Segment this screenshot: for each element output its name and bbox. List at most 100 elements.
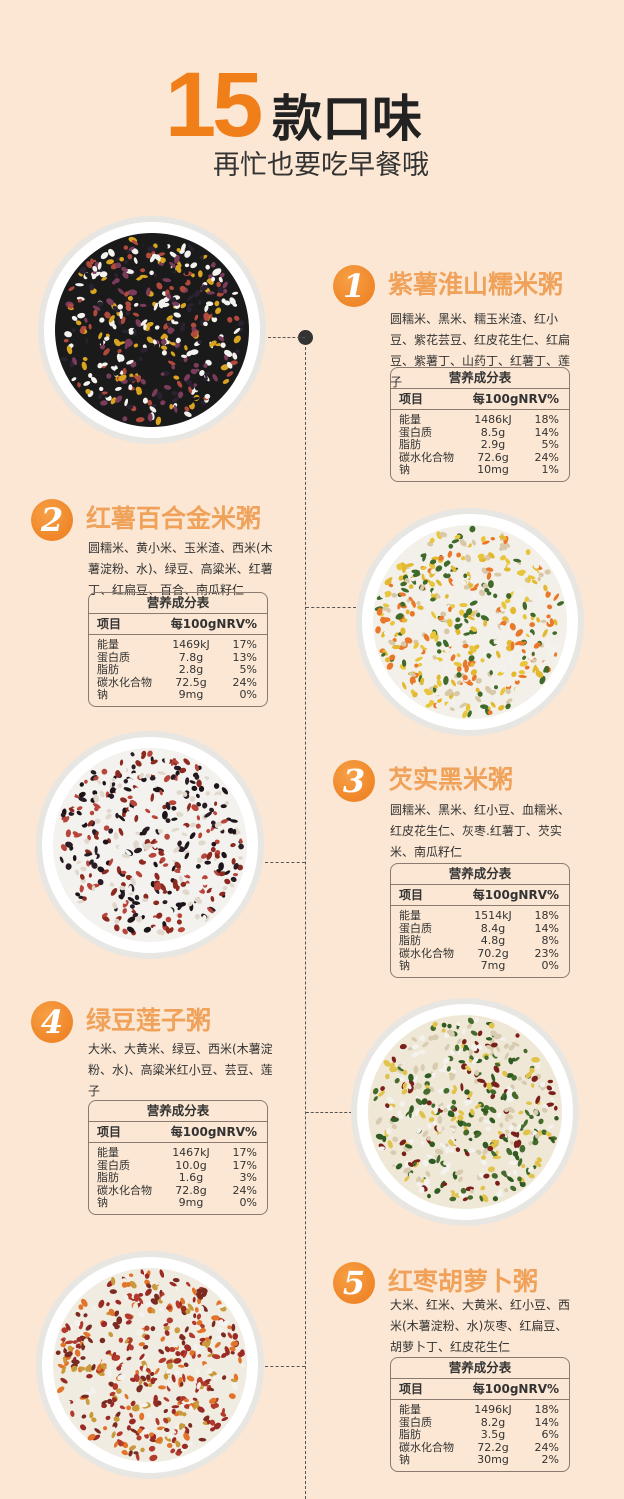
grain bbox=[150, 759, 158, 765]
grain bbox=[489, 639, 495, 645]
grain bbox=[506, 1147, 513, 1156]
grain bbox=[108, 1331, 114, 1338]
grain bbox=[388, 1052, 397, 1057]
number-badge: 3 bbox=[333, 760, 375, 802]
grain bbox=[101, 391, 108, 395]
grain bbox=[423, 1088, 431, 1095]
nutrition-table: 营养成分表 项目 每100g NRV% 能量 1486kJ 18% 蛋白质 8.5g 14% 脂肪 2… bbox=[390, 367, 570, 482]
grain bbox=[433, 603, 438, 611]
grain bbox=[429, 559, 437, 565]
grain bbox=[227, 316, 233, 323]
grain bbox=[64, 1361, 69, 1367]
grain bbox=[128, 1418, 136, 1425]
grain bbox=[464, 664, 469, 673]
grain bbox=[536, 1122, 543, 1130]
grain bbox=[209, 1397, 217, 1404]
grain bbox=[421, 1098, 428, 1105]
grain bbox=[86, 882, 94, 890]
grain bbox=[423, 618, 428, 623]
grain bbox=[121, 266, 128, 273]
grain bbox=[218, 871, 227, 877]
grain bbox=[135, 319, 142, 328]
grain bbox=[173, 820, 181, 825]
grain bbox=[492, 1196, 499, 1202]
grain bbox=[462, 640, 467, 645]
table-cell: 4.8g bbox=[480, 934, 506, 948]
grain bbox=[112, 1383, 119, 1390]
table-cell: 18% bbox=[534, 413, 559, 426]
grain bbox=[137, 1384, 143, 1392]
grain bbox=[460, 556, 466, 561]
grain bbox=[161, 869, 167, 877]
nutrition-table: 营养成分表 项目 每100g NRV% 能量 1467kJ 17% 蛋白质 10.0g 17% 脂肪… bbox=[88, 1100, 268, 1215]
grain bbox=[181, 331, 189, 337]
grain bbox=[459, 539, 467, 547]
grain bbox=[142, 855, 148, 862]
table-row: 钠 7mg 0% bbox=[399, 960, 563, 973]
grain bbox=[113, 1416, 120, 1422]
grain bbox=[487, 580, 494, 589]
grain bbox=[184, 1277, 191, 1283]
grain bbox=[151, 838, 156, 845]
grain bbox=[145, 252, 152, 259]
grain bbox=[67, 303, 74, 309]
grain bbox=[388, 583, 394, 588]
grain bbox=[73, 1319, 81, 1327]
grain bbox=[117, 783, 123, 789]
grain bbox=[173, 765, 179, 771]
grain bbox=[163, 775, 171, 783]
grain bbox=[95, 1358, 102, 1366]
grain bbox=[123, 778, 129, 784]
grain bbox=[221, 1375, 227, 1380]
grain bbox=[128, 289, 138, 296]
grain bbox=[124, 237, 130, 246]
grain bbox=[219, 891, 226, 896]
grain bbox=[464, 549, 469, 553]
grain bbox=[493, 1065, 500, 1073]
grain bbox=[426, 591, 432, 596]
grain bbox=[113, 368, 121, 376]
grain bbox=[205, 258, 213, 265]
grain bbox=[475, 570, 482, 575]
grain bbox=[166, 315, 173, 321]
grain bbox=[501, 616, 509, 622]
table-header: 项目 每100g NRV% bbox=[89, 614, 267, 635]
grain bbox=[416, 1127, 422, 1134]
grain bbox=[113, 338, 121, 347]
grain bbox=[501, 1136, 509, 1143]
grain bbox=[401, 1088, 408, 1095]
grain bbox=[451, 539, 460, 544]
grain bbox=[180, 912, 186, 920]
grain bbox=[475, 654, 482, 664]
grain bbox=[445, 565, 451, 574]
grain bbox=[230, 843, 236, 848]
grain bbox=[227, 1325, 232, 1330]
grain bbox=[209, 807, 215, 813]
grain bbox=[233, 335, 241, 344]
grain bbox=[160, 334, 167, 340]
grain bbox=[196, 802, 202, 807]
grain bbox=[205, 791, 211, 796]
grain bbox=[103, 825, 110, 831]
grain bbox=[219, 272, 225, 278]
grain bbox=[440, 1169, 446, 1175]
grain bbox=[550, 1097, 555, 1103]
grain bbox=[210, 846, 216, 853]
grain bbox=[181, 354, 187, 358]
grain bbox=[230, 819, 238, 823]
grain bbox=[415, 1098, 423, 1106]
grain bbox=[378, 1090, 385, 1097]
table-cell: 24% bbox=[232, 675, 257, 689]
grain bbox=[147, 399, 153, 406]
grain bbox=[133, 847, 143, 854]
grain bbox=[150, 1326, 156, 1332]
grain bbox=[538, 572, 544, 578]
grain bbox=[197, 1353, 202, 1358]
grain bbox=[160, 400, 166, 406]
grain bbox=[496, 650, 501, 659]
grain bbox=[400, 587, 410, 593]
number-badge: 1 bbox=[333, 265, 375, 307]
grain bbox=[392, 644, 401, 650]
table-cell: 3.5g bbox=[480, 1428, 506, 1442]
grain bbox=[484, 587, 490, 593]
